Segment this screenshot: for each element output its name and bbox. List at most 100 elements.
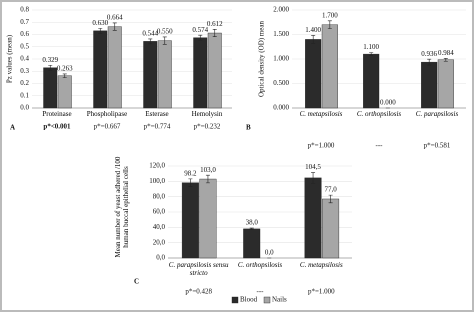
bar (243, 228, 261, 259)
value-label: 0,0 (265, 249, 274, 257)
p-value: --- (376, 142, 384, 150)
p-value: p*=0.428 (185, 288, 212, 296)
y-axis-label: Mean number of yeast adhered /100 human … (114, 156, 130, 258)
x-tick-label-box: Proteinase (42, 110, 72, 118)
legend-swatch (231, 296, 239, 304)
error-bar (311, 35, 316, 44)
error-bar (188, 178, 193, 187)
bar (93, 30, 108, 109)
bar (181, 182, 199, 259)
y-tick-label: 120,0 (149, 162, 165, 170)
value-label: 0.664 (107, 14, 123, 22)
value-label: 77,0 (324, 186, 337, 194)
y-tick-label: 0.3 (20, 67, 29, 75)
bar (304, 177, 322, 259)
p-value: p*=0.667 (94, 123, 121, 131)
error-bar (62, 73, 67, 78)
bar (43, 67, 58, 109)
value-label: 0.550 (157, 28, 173, 36)
error-bar (162, 36, 167, 45)
y-tick-label: 60,0 (153, 208, 166, 216)
y-tick-label: 0.0 (20, 104, 29, 112)
x-tick-label: C. metapsilosis (299, 110, 343, 118)
error-bar (98, 28, 103, 34)
bar (193, 37, 208, 109)
legend-label: Nails (272, 296, 287, 304)
value-label: 0.574 (192, 26, 208, 34)
p-value: p*=1.000 (308, 288, 335, 296)
y-tick-label: 80,0 (153, 192, 166, 200)
x-tick-label: C. parapsilosis (415, 110, 459, 118)
y-tick-label: 2.000 (273, 6, 289, 14)
error-bar (443, 58, 448, 62)
value-label: 0.612 (207, 20, 223, 28)
legend-swatch (263, 296, 271, 304)
bar (107, 26, 122, 109)
p-value: p*=1.000 (308, 142, 335, 150)
error-bar (205, 174, 210, 184)
bar (199, 178, 217, 259)
legend-label: Blood (240, 296, 258, 304)
bar (363, 53, 380, 109)
bar (321, 24, 338, 109)
y-axis-label: Pz values (mean) (6, 34, 14, 83)
x-tick-label-box: C. metapsilosis (299, 261, 343, 269)
x-tick-label-box: C. parapsilosis sensu stricto (168, 261, 229, 277)
error-bar (48, 64, 53, 71)
error-bar (311, 172, 316, 184)
y-tick-label: 40,0 (153, 223, 166, 231)
x-tick-label-box: Hemolysin (192, 110, 223, 118)
x-tick-label: C. orthopsilosis (356, 110, 402, 118)
value-label: 0.630 (92, 19, 108, 27)
y-tick-label: 0.6 (20, 30, 29, 38)
y-tick-label: 0.500 (273, 79, 289, 87)
x-tick-label-box: C. parapsilosis (415, 110, 459, 118)
p-value: p*=0.774 (144, 123, 171, 131)
value-label: 104,5 (305, 163, 321, 171)
bar (305, 39, 322, 109)
x-tick-label: Proteinase (42, 110, 72, 118)
error-bar (327, 20, 332, 29)
x-tick-label-box: C. orthopsilosis (356, 110, 402, 118)
value-label: 0.263 (57, 65, 73, 73)
value-label: 0.544 (142, 30, 158, 38)
x-tick-label: C. parapsilosis sensu stricto (168, 261, 229, 277)
value-label: 0.329 (42, 56, 58, 64)
y-tick-label: 100,0 (149, 177, 165, 185)
bar (57, 75, 72, 109)
x-tick-label-box: C. orthopsilosis (237, 261, 283, 269)
value-label: 1.400 (305, 26, 321, 34)
x-tick-label-box: Phospholipase (86, 110, 128, 118)
panel-label: C (134, 278, 139, 286)
error-bar (427, 58, 432, 66)
bar (207, 32, 222, 109)
y-tick-label: 1.000 (273, 55, 289, 63)
p-value: --- (257, 288, 265, 296)
x-tick-label: Phospholipase (86, 110, 128, 118)
error-bar (249, 227, 254, 230)
y-tick-label: 0.000 (273, 104, 289, 112)
x-tick-label: C. metapsilosis (299, 261, 343, 269)
bar (421, 61, 438, 109)
bar (143, 41, 158, 109)
bar (157, 40, 172, 109)
bar (437, 59, 454, 109)
value-label: 0.936 (421, 50, 437, 58)
value-label: 1.700 (322, 11, 338, 19)
y-tick-label: 0.7 (20, 18, 29, 26)
value-label: 1.100 (363, 43, 379, 51)
value-label: 0.984 (438, 49, 454, 57)
value-label: 38,0 (246, 219, 259, 227)
y-tick-label: 1.500 (273, 30, 289, 38)
x-tick-label-box: C. metapsilosis (299, 110, 343, 118)
panel-label: A (10, 124, 15, 132)
error-bar (212, 29, 217, 38)
y-tick-label: 20,0 (153, 238, 166, 246)
error-bar (369, 52, 374, 56)
x-tick-label: C. orthopsilosis (237, 261, 283, 269)
y-tick-label: 0.5 (20, 42, 29, 50)
p-value: p*=0.232 (194, 123, 221, 131)
x-tick-label: Esterase (145, 110, 169, 118)
